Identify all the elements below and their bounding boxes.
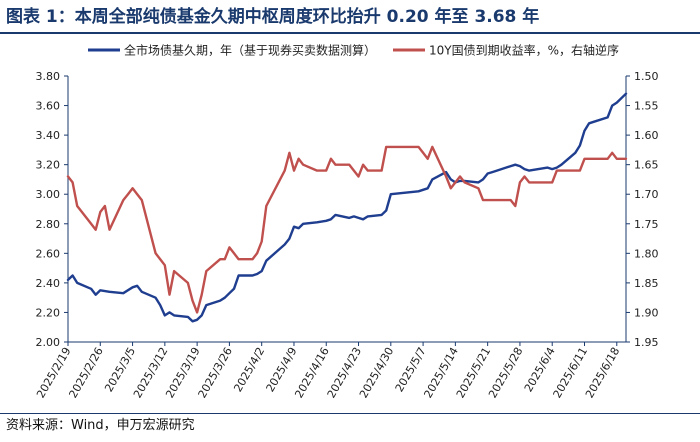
- series-line-2: [66, 145, 628, 314]
- left-tick-label: 3.40: [36, 129, 61, 142]
- x-tick-label: 2025/6/4: [522, 345, 558, 394]
- chart-legend: 全市场债基久期，年（基于现券买卖数据测算） 10Y国债到期收益率，%，右轴逆序: [88, 43, 619, 58]
- right-tick-label: 1.75: [634, 218, 659, 231]
- right-tick-label: 1.85: [634, 277, 659, 290]
- right-tick-label: 1.90: [634, 306, 659, 319]
- left-tick-label: 2.80: [36, 218, 61, 231]
- left-tick-label: 3.20: [36, 159, 61, 172]
- right-tick-label: 1.80: [634, 247, 659, 260]
- right-tick-label: 1.50: [634, 70, 659, 83]
- right-tick-label: 1.65: [634, 159, 659, 172]
- left-tick-label: 3.00: [36, 188, 61, 201]
- left-tick-label: 2.20: [36, 306, 61, 319]
- left-tick-label: 2.00: [36, 336, 61, 349]
- chart-series: [66, 92, 628, 323]
- right-tick-label: 1.60: [634, 129, 659, 142]
- x-tick-label: 2025/4/9: [264, 345, 300, 394]
- x-tick-label: 2025/5/7: [393, 345, 429, 394]
- title-divider: [0, 32, 700, 34]
- source-divider: [0, 413, 700, 414]
- chart-title: 图表 1：本周全部纯债基金久期中枢周度环比抬升 0.20 年至 3.68 年: [6, 7, 540, 27]
- x-tick-label: 2025/3/5: [102, 345, 138, 394]
- left-tick-label: 2.60: [36, 247, 61, 260]
- right-tick-label: 1.95: [634, 336, 659, 349]
- chart-axes: 2.00 2.20 2.40 2.60 2.80 3.00 3.20 3.40 3.60 3.80…: [34, 70, 658, 400]
- left-tick-label: 2.40: [36, 277, 61, 290]
- x-tick-label: 2025/4/2: [231, 345, 267, 394]
- left-tick-label: 3.60: [36, 100, 61, 113]
- series-line-1: [66, 92, 628, 323]
- line-chart: 全市场债基久期，年（基于现券买卖数据测算） 10Y国债到期收益率，%，右轴逆序 …: [34, 43, 658, 401]
- right-tick-label: 1.70: [634, 188, 659, 201]
- legend-label-series-1: 全市场债基久期，年（基于现券买卖数据测算）: [124, 43, 376, 58]
- right-tick-label: 1.55: [634, 100, 659, 113]
- left-tick-label: 3.80: [36, 70, 61, 83]
- source-note: 资料来源：Wind，申万宏源研究: [6, 418, 195, 433]
- legend-label-series-2: 10Y国债到期收益率，%，右轴逆序: [429, 43, 619, 58]
